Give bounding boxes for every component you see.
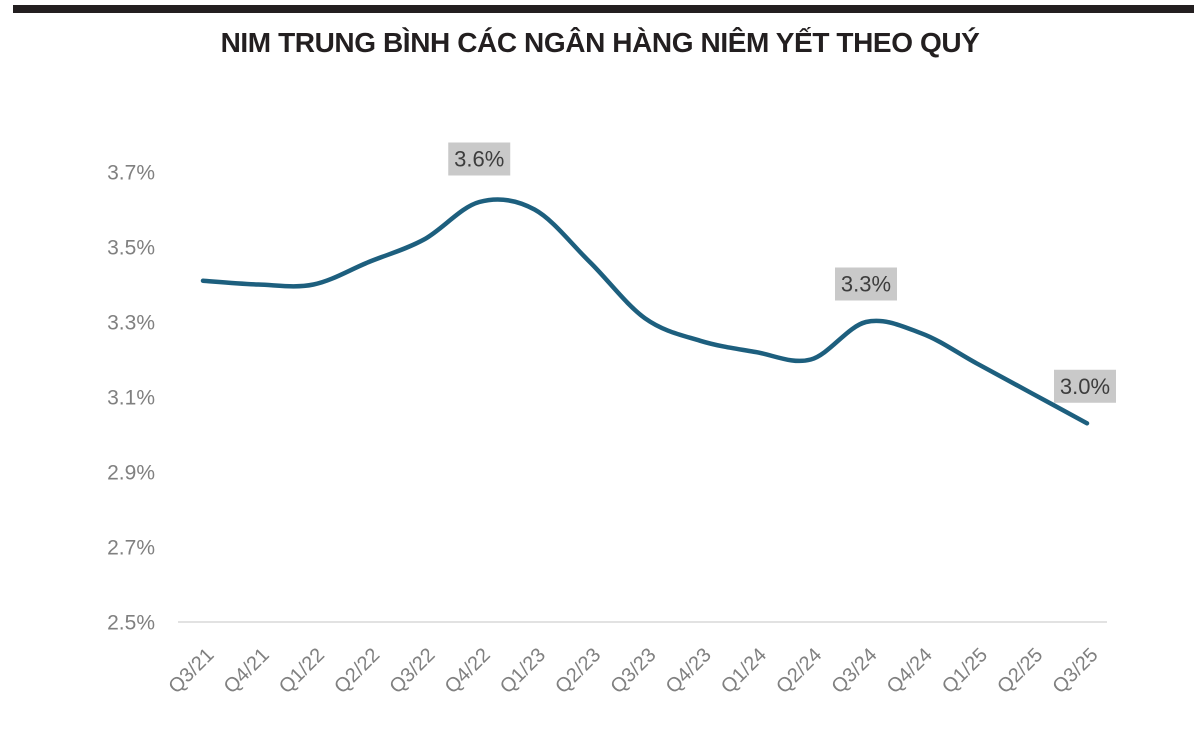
chart-title: NIM TRUNG BÌNH CÁC NGÂN HÀNG NIÊM YẾT TH…: [220, 27, 980, 58]
y-tick-label: 3.3%: [107, 312, 155, 335]
x-tick-label: Q2/24: [772, 644, 826, 698]
y-tick-label: 3.7%: [107, 162, 155, 185]
x-tick-label: Q1/24: [717, 644, 771, 698]
x-tick-label: Q3/21: [164, 644, 218, 698]
x-tick-label: Q3/23: [606, 644, 660, 698]
data-label: 3.6%: [454, 147, 504, 172]
y-tick-label: 2.9%: [107, 462, 155, 485]
data-label: 3.3%: [841, 272, 891, 297]
x-tick-label: Q1/23: [496, 644, 550, 698]
x-tick-label: Q2/22: [330, 644, 384, 698]
x-tick-label: Q4/23: [662, 644, 716, 698]
x-tick-label: Q2/25: [993, 644, 1047, 698]
y-tick-label: 3.1%: [107, 387, 155, 410]
x-tick-label: Q2/23: [551, 644, 605, 698]
nim-series-line: [200, 197, 1090, 426]
x-tick-label: Q3/24: [827, 644, 881, 698]
y-tick-label: 2.7%: [107, 537, 155, 560]
x-tick-label: Q1/22: [275, 644, 329, 698]
x-tick-label: Q1/25: [938, 644, 992, 698]
x-tick-label: Q3/22: [385, 644, 439, 698]
x-tick-label: Q3/25: [1048, 644, 1102, 698]
data-label-box: [1054, 369, 1116, 403]
y-tick-label: 2.5%: [107, 612, 155, 635]
x-tick-label: Q4/21: [220, 644, 274, 698]
data-label-box: [835, 267, 897, 301]
x-tick-label: Q4/24: [883, 644, 937, 698]
top-divider-bar: [13, 5, 1194, 13]
y-tick-label: 3.5%: [107, 237, 155, 260]
x-tick-label: Q4/22: [441, 644, 495, 698]
data-label-box: [448, 142, 511, 176]
data-label: 3.0%: [1060, 374, 1110, 399]
